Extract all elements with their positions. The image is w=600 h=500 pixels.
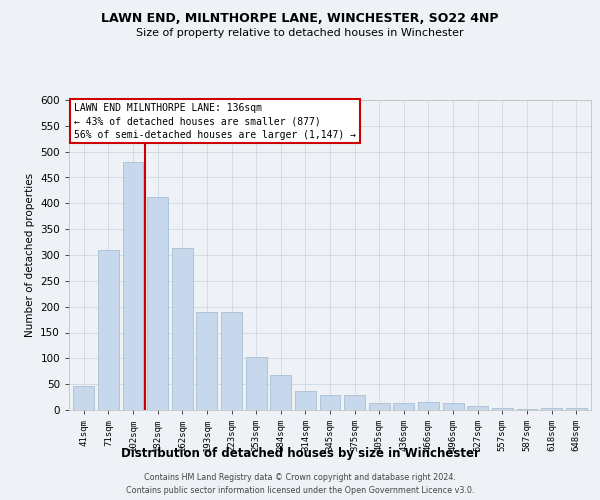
Bar [221, 312, 242, 410]
Y-axis label: Number of detached properties: Number of detached properties [25, 173, 35, 337]
Bar [196, 312, 217, 410]
Text: Contains HM Land Registry data © Crown copyright and database right 2024.: Contains HM Land Registry data © Crown c… [144, 472, 456, 482]
Bar [492, 408, 513, 410]
Bar [344, 395, 365, 410]
Bar [245, 357, 266, 410]
Bar [98, 250, 119, 410]
Bar [566, 408, 587, 410]
Bar [73, 386, 94, 410]
Bar [394, 404, 415, 410]
Bar [418, 402, 439, 410]
Bar [443, 404, 464, 410]
Bar [541, 408, 562, 410]
Bar [147, 196, 168, 410]
Text: Contains public sector information licensed under the Open Government Licence v3: Contains public sector information licen… [126, 486, 474, 495]
Text: LAWN END, MILNTHORPE LANE, WINCHESTER, SO22 4NP: LAWN END, MILNTHORPE LANE, WINCHESTER, S… [101, 12, 499, 26]
Bar [369, 404, 390, 410]
Text: Size of property relative to detached houses in Winchester: Size of property relative to detached ho… [136, 28, 464, 38]
Text: Distribution of detached houses by size in Winchester: Distribution of detached houses by size … [121, 448, 479, 460]
Bar [172, 248, 193, 410]
Text: LAWN END MILNTHORPE LANE: 136sqm
← 43% of detached houses are smaller (877)
56% : LAWN END MILNTHORPE LANE: 136sqm ← 43% o… [74, 103, 356, 140]
Bar [320, 395, 340, 410]
Bar [467, 406, 488, 410]
Bar [122, 162, 143, 410]
Bar [295, 392, 316, 410]
Bar [270, 375, 291, 410]
